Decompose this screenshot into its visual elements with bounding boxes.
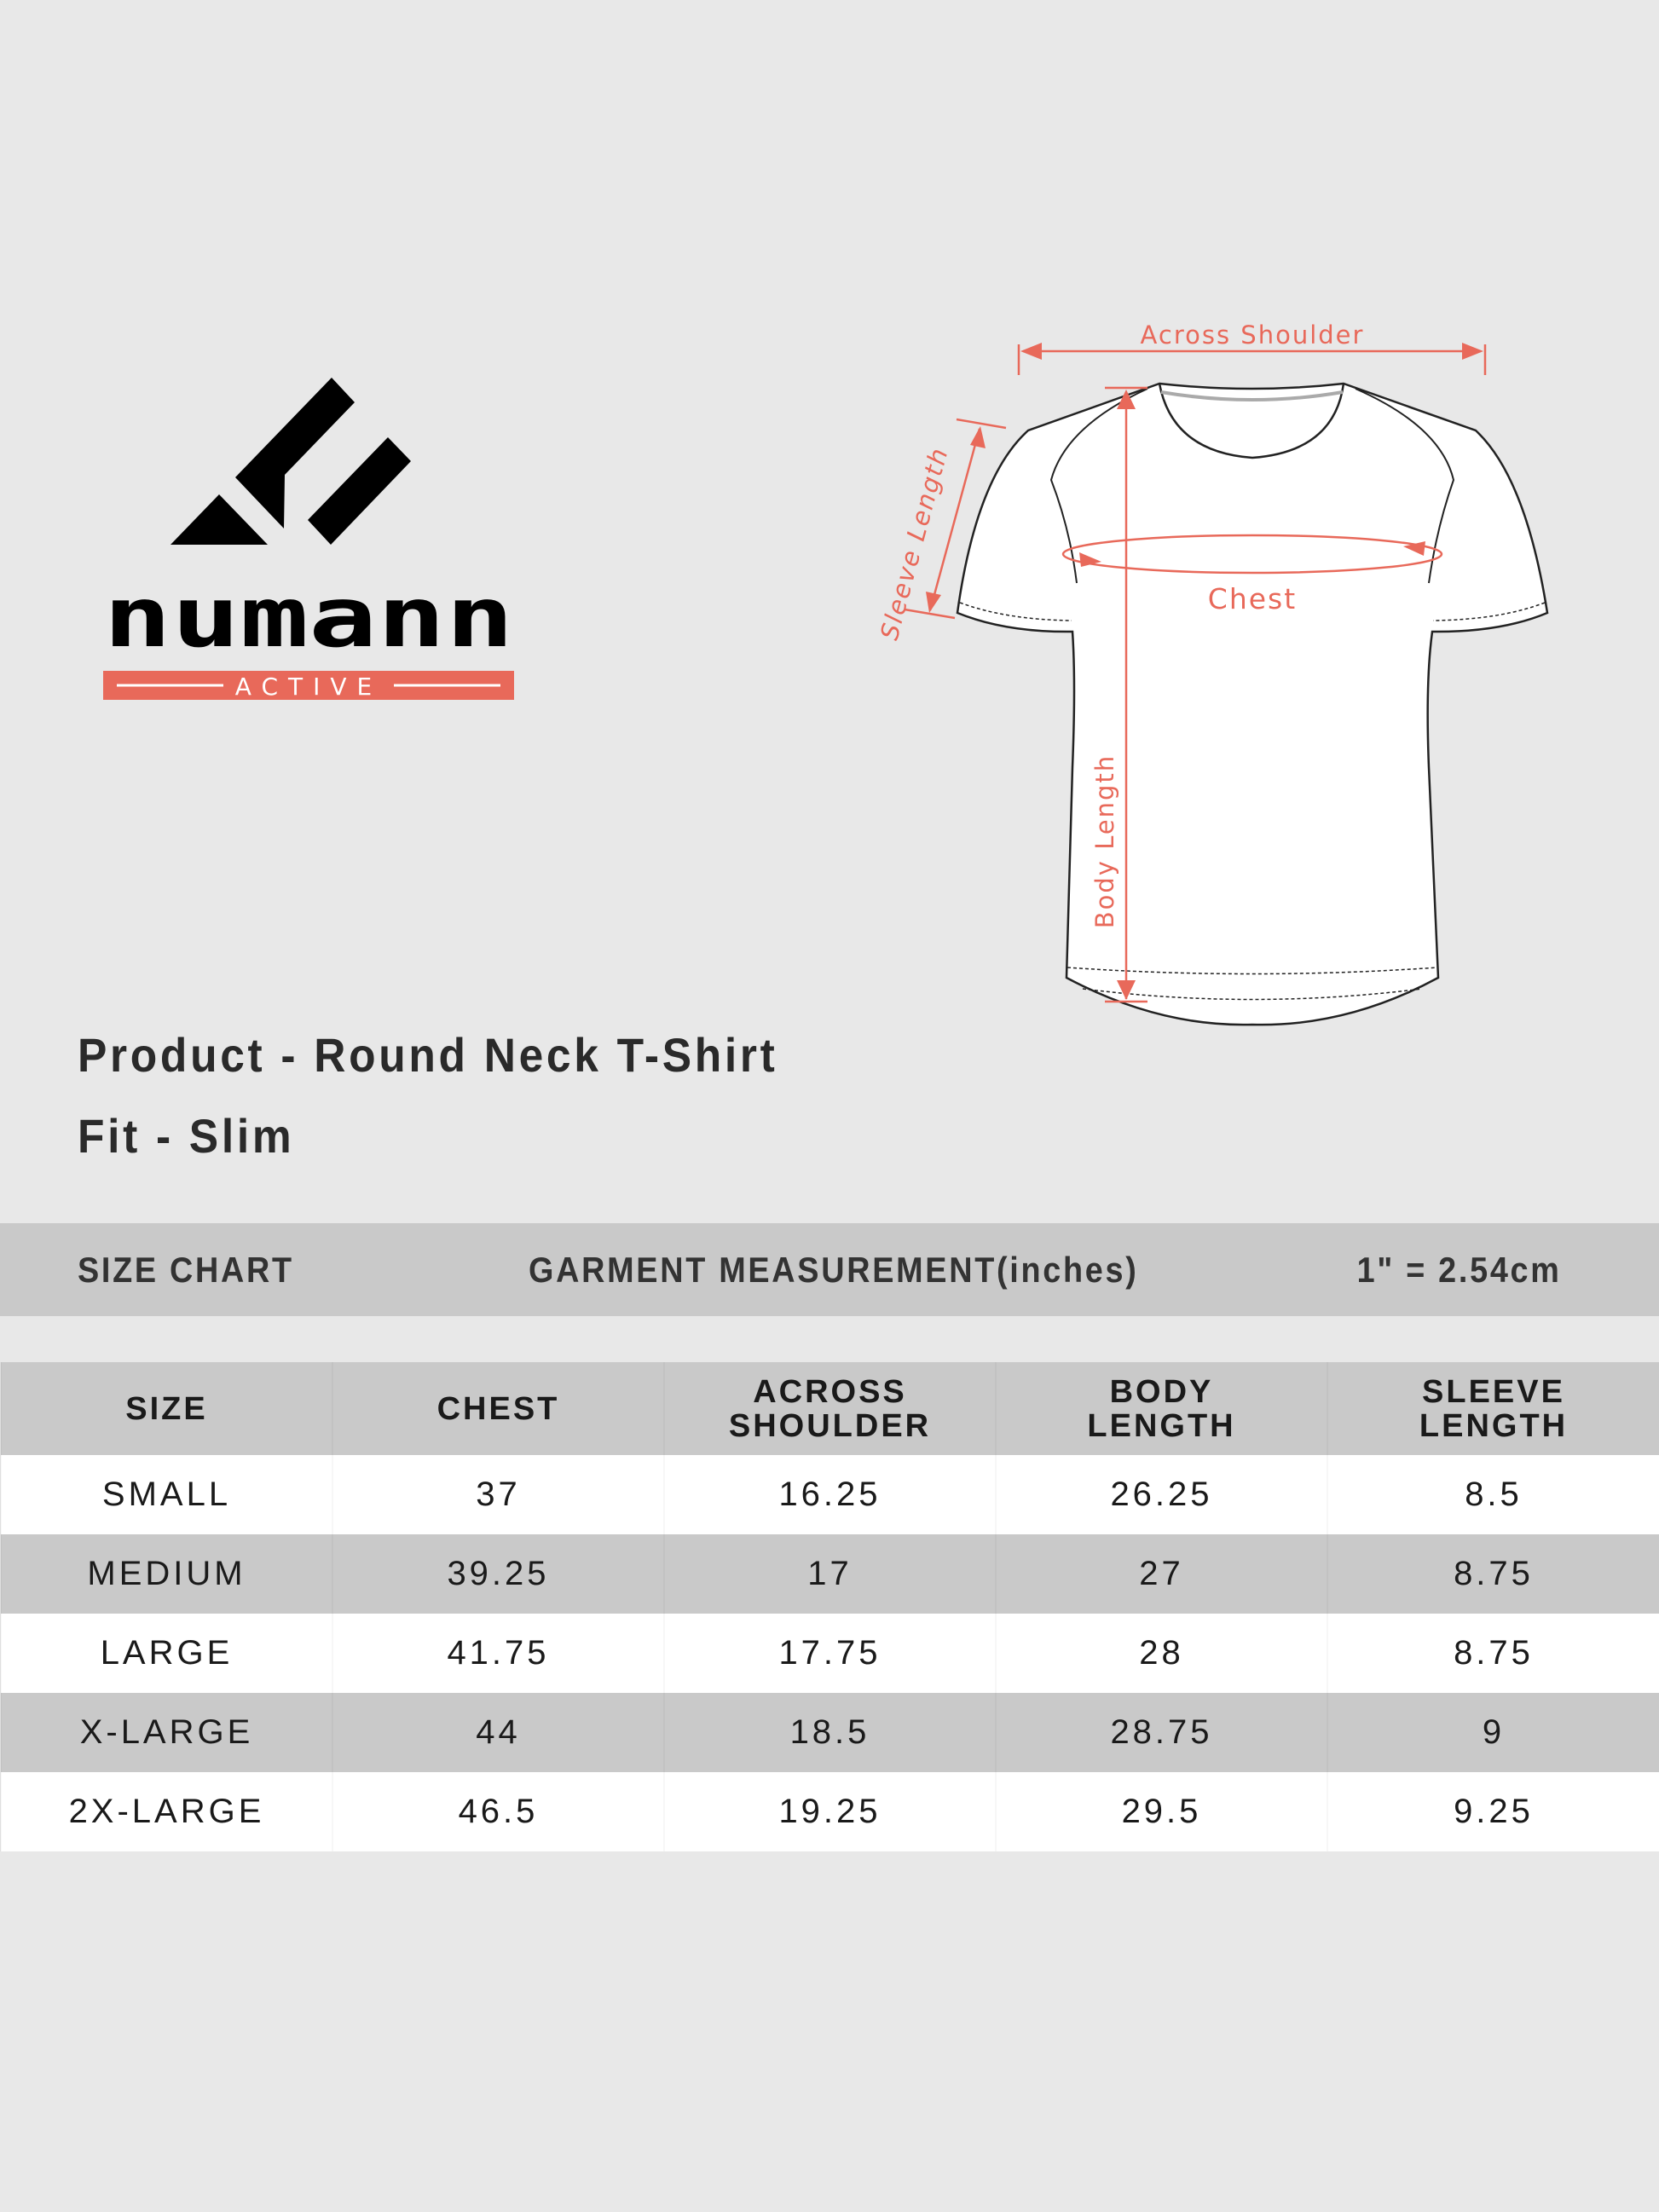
measurement-unit-label: GARMENT MEASUREMENT(inches) [529, 1250, 1139, 1290]
cell-chest: 37 [332, 1455, 664, 1534]
brand-logo: numann ACTIVE [103, 378, 514, 701]
sleeve-length-label: Sleeve Length [875, 444, 954, 644]
logo-chevron-mark [235, 378, 355, 528]
cell-chest: 46.5 [332, 1772, 664, 1851]
cell-body-length: 29.5 [996, 1772, 1327, 1851]
table-header-row: SIZE CHEST ACROSS SHOULDER BODY LENGTH SLE… [1, 1362, 1659, 1455]
cell-chest: 44 [332, 1693, 664, 1772]
cell-sleeve-length: 9 [1327, 1693, 1659, 1772]
logo-triangle-mark [171, 494, 268, 545]
size-chart-title: SIZE CHART [78, 1250, 294, 1290]
chest-ellipse [1061, 534, 1443, 575]
table-row: X-LARGE 44 18.5 28.75 9 [1, 1693, 1659, 1772]
cell-body-length: 26.25 [996, 1455, 1327, 1534]
column-header-size: SIZE [1, 1362, 332, 1455]
cell-body-length: 27 [996, 1534, 1327, 1614]
cell-across-shoulder: 18.5 [664, 1693, 996, 1772]
column-header-sleeve-length: SLEEVE LENGTH [1327, 1362, 1659, 1455]
cell-across-shoulder: 17 [664, 1534, 996, 1614]
table-row: 2X-LARGE 46.5 19.25 29.5 9.25 [1, 1772, 1659, 1851]
body-length-label: Body Length [1090, 754, 1119, 928]
cell-size: 2X-LARGE [1, 1772, 332, 1851]
size-table: SIZE CHEST ACROSS SHOULDER BODY LENGTH SLE… [0, 1362, 1659, 1851]
cell-size: MEDIUM [1, 1534, 332, 1614]
size-chart-header-bar: SIZE CHART GARMENT MEASUREMENT(inches) 1… [0, 1223, 1659, 1316]
tshirt-illustration [956, 382, 1549, 1026]
cell-body-length: 28 [996, 1614, 1327, 1693]
table-row: LARGE 41.75 17.75 28 8.75 [1, 1614, 1659, 1693]
measurement-annotations [904, 343, 1487, 1003]
column-header-across-shoulder: ACROSS SHOULDER [664, 1362, 996, 1455]
cell-sleeve-length: 8.75 [1327, 1534, 1659, 1614]
cell-size: SMALL [1, 1455, 332, 1534]
logo-bar-mark [308, 437, 411, 545]
cell-size: X-LARGE [1, 1693, 332, 1772]
cell-body-length: 28.75 [996, 1693, 1327, 1772]
column-header-chest: CHEST [332, 1362, 664, 1455]
chest-label: Chest [1208, 582, 1297, 615]
table-row: SMALL 37 16.25 26.25 8.5 [1, 1455, 1659, 1534]
cell-sleeve-length: 8.75 [1327, 1614, 1659, 1693]
sleeve-length-arrow [928, 428, 981, 611]
table-row: MEDIUM 39.25 17 27 8.75 [1, 1534, 1659, 1614]
product-fit: Fit - Slim [78, 1109, 295, 1163]
cell-chest: 41.75 [332, 1614, 664, 1693]
cell-across-shoulder: 19.25 [664, 1772, 996, 1851]
logo-wordmark: numann [103, 569, 514, 667]
cell-across-shoulder: 16.25 [664, 1455, 996, 1534]
logo-tagline: ACTIVE [235, 673, 382, 701]
column-header-body-length: BODY LENGTH [996, 1362, 1327, 1455]
product-name: Product - Round Neck T-Shirt [78, 1028, 778, 1082]
cell-across-shoulder: 17.75 [664, 1614, 996, 1693]
cell-sleeve-length: 8.5 [1327, 1455, 1659, 1534]
cell-size: LARGE [1, 1614, 332, 1693]
cell-chest: 39.25 [332, 1534, 664, 1614]
artwork: numann ACTIVE Ac [103, 321, 1549, 1026]
across-shoulder-label: Across Shoulder [1141, 321, 1365, 349]
cell-sleeve-length: 9.25 [1327, 1772, 1659, 1851]
conversion-note: 1" = 2.54cm [1357, 1250, 1562, 1290]
